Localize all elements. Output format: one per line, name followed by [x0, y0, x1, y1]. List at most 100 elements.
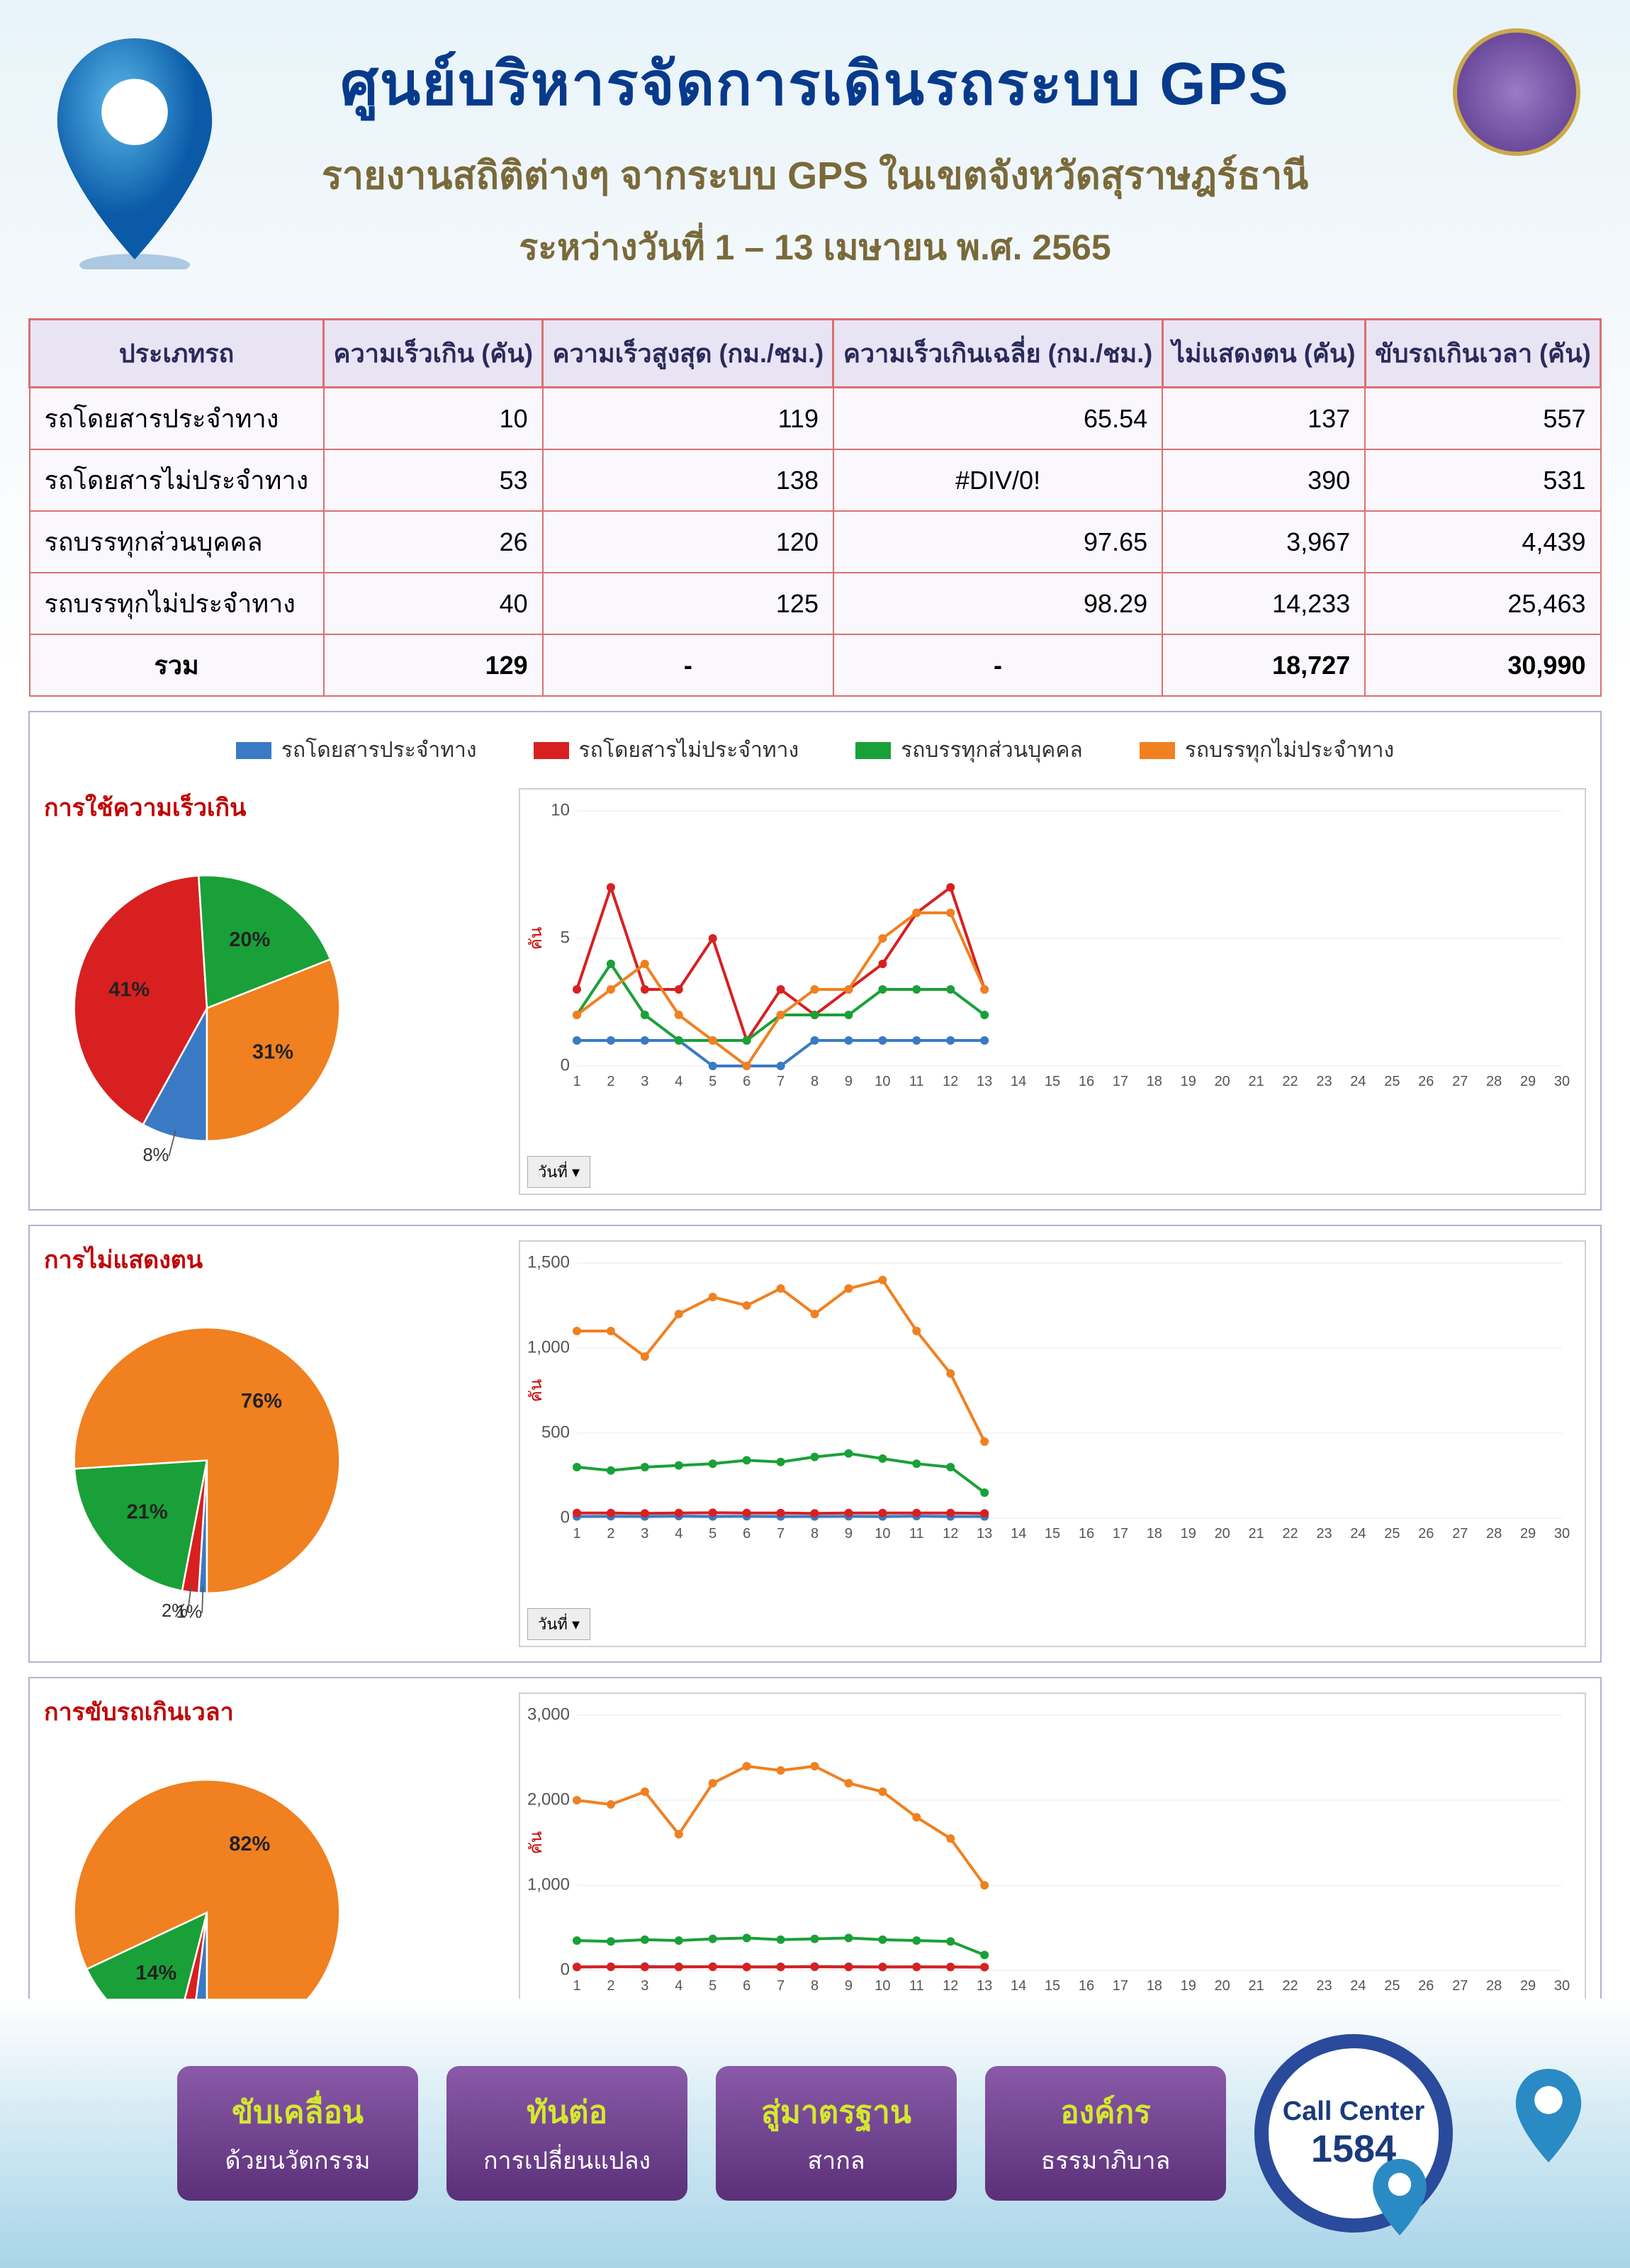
chart-panel: การใช้ความเร็วเกิน8%41%20%31%05101234567… — [44, 788, 1586, 1195]
svg-text:25: 25 — [1384, 1526, 1400, 1542]
footer-button-line2: ด้วยนวัตกรรม — [206, 2141, 390, 2179]
svg-text:24: 24 — [1350, 1074, 1366, 1089]
svg-text:13: 13 — [977, 1526, 992, 1542]
svg-text:2: 2 — [607, 1978, 614, 1994]
table-row: รถบรรทุกไม่ประจำทาง4012598.2914,23325,46… — [30, 573, 1601, 634]
x-axis-dropdown[interactable]: วันที่ ▾ — [527, 1608, 590, 1640]
row-value: 97.65 — [833, 511, 1162, 573]
row-value: 4,439 — [1365, 511, 1600, 573]
svg-text:28: 28 — [1486, 1978, 1502, 1994]
footer: ขับเคลื่อนด้วยนวัตกรรมทันต่อการเปลี่ยนแป… — [0, 1999, 1630, 2268]
svg-text:คัน: คัน — [527, 927, 546, 950]
svg-text:16: 16 — [1079, 1978, 1094, 1994]
svg-text:28: 28 — [1486, 1074, 1502, 1089]
svg-text:22: 22 — [1282, 1978, 1298, 1994]
line-chart: 01,0002,0003,000123456789101112131415161… — [527, 1701, 1576, 2013]
svg-text:14: 14 — [1011, 1978, 1026, 1994]
footer-button[interactable]: องค์กรธรรมาภิบาล — [985, 2066, 1226, 2201]
legend-item: รถบรรทุกส่วนบุคคล — [855, 734, 1083, 767]
svg-text:6: 6 — [743, 1978, 751, 1994]
page-subtitle: รายงานสถิติต่างๆ จากระบบ GPS ในเขตจังหวั… — [57, 145, 1573, 206]
svg-text:27: 27 — [1452, 1978, 1468, 1994]
x-axis-dropdown[interactable]: วันที่ ▾ — [527, 1156, 590, 1188]
svg-text:6: 6 — [743, 1526, 751, 1542]
footer-button[interactable]: สู่มาตรฐานสากล — [716, 2066, 957, 2201]
svg-text:27: 27 — [1452, 1074, 1468, 1089]
svg-text:1: 1 — [573, 1074, 580, 1089]
svg-text:10: 10 — [551, 800, 570, 819]
svg-text:19: 19 — [1181, 1074, 1196, 1089]
table-header: ขับรถเกินเวลา (คัน) — [1365, 320, 1600, 388]
svg-text:0: 0 — [561, 1960, 570, 1979]
row-value: 390 — [1162, 449, 1365, 511]
svg-text:17: 17 — [1113, 1978, 1128, 1994]
svg-text:7: 7 — [777, 1978, 785, 1994]
svg-text:1,000: 1,000 — [527, 1875, 570, 1894]
svg-text:20: 20 — [1215, 1074, 1230, 1089]
svg-text:9: 9 — [845, 1074, 853, 1089]
chart-panel: การไม่แสดงตน1%2%21%76%05001,0001,5001234… — [28, 1225, 1602, 1663]
svg-text:23: 23 — [1316, 1978, 1332, 1994]
map-pin-icon — [43, 28, 227, 269]
row-value: 531 — [1365, 449, 1600, 511]
svg-text:11: 11 — [909, 1526, 924, 1542]
svg-text:7: 7 — [777, 1526, 785, 1542]
svg-text:10: 10 — [875, 1978, 890, 1994]
legend-swatch — [236, 742, 271, 759]
svg-text:5: 5 — [561, 928, 570, 947]
svg-text:21%: 21% — [127, 1500, 168, 1523]
total-cell: - — [543, 634, 833, 696]
svg-text:76%: 76% — [241, 1390, 282, 1413]
footer-button-line1: ทันต่อ — [475, 2087, 659, 2137]
row-value: 65.54 — [833, 388, 1162, 450]
row-value: 138 — [543, 449, 833, 511]
row-label: รถโดยสารไม่ประจำทาง — [30, 449, 324, 511]
svg-text:30: 30 — [1554, 1526, 1570, 1542]
svg-text:5: 5 — [709, 1978, 716, 1994]
svg-text:11: 11 — [909, 1074, 924, 1089]
svg-text:4: 4 — [675, 1978, 682, 1994]
footer-button[interactable]: ทันต่อการเปลี่ยนแปลง — [446, 2066, 687, 2201]
svg-text:8: 8 — [811, 1074, 819, 1089]
footer-button[interactable]: ขับเคลื่อนด้วยนวัตกรรม — [177, 2066, 418, 2201]
row-value: 40 — [324, 573, 543, 634]
svg-text:82%: 82% — [229, 1833, 270, 1856]
row-value: 120 — [543, 511, 833, 573]
svg-text:20: 20 — [1215, 1526, 1230, 1542]
legend-label: รถโดยสารไม่ประจำทาง — [579, 734, 799, 767]
table-header: ประเภทรถ — [30, 320, 324, 388]
svg-text:41%: 41% — [108, 979, 150, 1001]
svg-text:6: 6 — [743, 1074, 751, 1089]
pie-area: การไม่แสดงตน1%2%21%76% — [44, 1240, 498, 1647]
svg-text:17: 17 — [1113, 1074, 1128, 1089]
table-row: รถโดยสารประจำทาง1011965.54137557 — [30, 388, 1601, 450]
svg-text:19: 19 — [1181, 1526, 1196, 1542]
panel-title: การขับรถเกินเวลา — [44, 1692, 498, 1731]
svg-text:24: 24 — [1350, 1978, 1366, 1994]
svg-text:3: 3 — [641, 1978, 648, 1994]
svg-text:30: 30 — [1554, 1074, 1570, 1089]
table-row: รถโดยสารไม่ประจำทาง53138#DIV/0!390531 — [30, 449, 1601, 511]
pie-area: การใช้ความเร็วเกิน8%41%20%31% — [44, 788, 498, 1195]
svg-text:14: 14 — [1011, 1074, 1026, 1089]
line-area: 05001,0001,50012345678910111213141516171… — [519, 1240, 1586, 1647]
panel-title: การใช้ความเร็วเกิน — [44, 788, 498, 826]
svg-text:17: 17 — [1113, 1526, 1128, 1542]
total-cell: 129 — [324, 634, 543, 696]
total-cell: 18,727 — [1162, 634, 1365, 696]
svg-text:21: 21 — [1248, 1526, 1264, 1542]
svg-text:16: 16 — [1079, 1074, 1094, 1089]
total-cell: - — [833, 634, 1162, 696]
svg-text:14%: 14% — [135, 1962, 176, 1984]
svg-text:1,500: 1,500 — [527, 1252, 570, 1271]
svg-text:18: 18 — [1147, 1526, 1162, 1542]
row-value: 98.29 — [833, 573, 1162, 634]
header: ศูนย์บริหารจัดการเดินรถระบบ GPS รายงานสถ… — [0, 0, 1630, 297]
map-pin-icon — [1368, 2155, 1432, 2240]
row-value: 25,463 — [1365, 573, 1600, 634]
svg-text:16: 16 — [1079, 1526, 1094, 1542]
page-title: ศูนย์บริหารจัดการเดินรถระบบ GPS — [57, 35, 1573, 130]
svg-text:10: 10 — [875, 1074, 890, 1089]
row-value: 119 — [543, 388, 833, 450]
legend-label: รถโดยสารประจำทาง — [281, 734, 477, 767]
